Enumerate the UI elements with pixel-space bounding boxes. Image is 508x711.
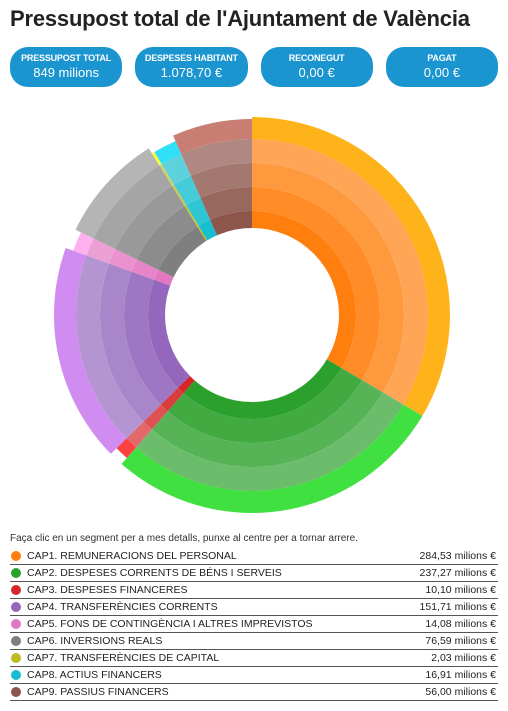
sunburst-segment[interactable] — [252, 187, 380, 381]
sunburst-outer-segment[interactable] — [151, 151, 162, 166]
legend-label: CAP1. REMUNERACIONS DEL PERSONAL — [27, 550, 237, 562]
stat-label: DESPESES HABITANT — [144, 53, 238, 64]
legend-color-dot — [11, 687, 21, 697]
sunburst-segment[interactable] — [252, 211, 356, 368]
sunburst-segment[interactable] — [171, 184, 187, 207]
sunburst-segment[interactable] — [200, 187, 252, 220]
legend-item[interactable]: CAP2. DESPESES CORRENTS DE BÉNS I SERVEI… — [10, 565, 498, 582]
legend-color-dot — [11, 551, 21, 561]
legend-item[interactable]: CAP3. DESPESES FINANCERES 10,10 milions € — [10, 582, 498, 599]
legend-value: 151,71 milions € — [419, 601, 496, 613]
sunburst-outer-segment[interactable] — [154, 141, 182, 164]
sunburst-segment[interactable] — [158, 226, 210, 281]
legend-item[interactable]: CAP4. TRANSFERÈNCIES CORRENTS 151,71 mili… — [10, 599, 498, 616]
legend-color-dot — [11, 653, 21, 663]
legend-label: CAP8. ACTIUS FINANCERS — [27, 669, 162, 681]
center-reset-area[interactable] — [165, 228, 339, 402]
sunburst-segment[interactable] — [183, 355, 342, 419]
sunburst-segment[interactable] — [184, 205, 199, 227]
chart-segments — [53, 117, 450, 513]
sunburst-chart — [0, 100, 508, 520]
sunburst-segment[interactable] — [252, 139, 429, 405]
legend-item[interactable]: CAP1. REMUNERACIONS DEL PERSONAL 284,53 m… — [10, 548, 498, 565]
legend-item[interactable]: CAP7. TRANSFERÈNCIES DE CAPITAL 2,03 mili… — [10, 650, 498, 667]
page-title: Pressupost total de l'Ajuntament de Valè… — [10, 6, 470, 31]
legend-label: CAP2. DESPESES CORRENTS DE BÉNS I SERVEI… — [27, 567, 282, 579]
legend-label: CAP6. INVERSIONS REALS — [27, 635, 163, 647]
sunburst-segment[interactable] — [115, 185, 185, 260]
sunburst-segment[interactable] — [167, 367, 363, 443]
legend-color-dot — [11, 568, 21, 578]
stat-per-inhabitant: DESPESES HABITANT 1.078,70 € — [135, 47, 248, 87]
legend-value: 14,08 milions € — [425, 618, 496, 630]
stat-value: 1.078,70 € — [160, 64, 223, 80]
legend-value: 2,03 milions € — [431, 652, 496, 664]
sunburst-outer-segment[interactable] — [116, 438, 137, 458]
legend-color-dot — [11, 670, 21, 680]
sunburst-segment[interactable] — [160, 387, 184, 412]
legend-value: 56,00 milions € — [425, 686, 496, 698]
legend-label: CAP9. PASSIUS FINANCERS — [27, 686, 169, 698]
sunburst-segment[interactable] — [124, 271, 178, 405]
sunburst-segment[interactable] — [161, 153, 191, 185]
chart-hint: Faça clic en un segment per a mes detall… — [10, 533, 358, 544]
sunburst-segment[interactable] — [151, 380, 383, 467]
sunburst-outer-segment[interactable] — [252, 117, 450, 416]
legend-value: 10,10 milions € — [425, 584, 496, 596]
stat-value: 849 milions — [33, 64, 99, 80]
sunburst-outer-segment[interactable] — [121, 404, 423, 513]
legend-color-dot — [11, 636, 21, 646]
legend-label: CAP3. DESPESES FINANCERES — [27, 584, 188, 596]
legend: CAP1. REMUNERACIONS DEL PERSONAL 284,53 m… — [10, 548, 498, 701]
sunburst-segment[interactable] — [86, 238, 116, 264]
stat-value: 0,00 € — [423, 64, 460, 80]
legend-label: CAP4. TRANSFERÈNCIES CORRENTS — [27, 601, 218, 613]
stat-total-budget: PRESSUPOST TOTAL 849 milions — [10, 47, 123, 87]
legend-item[interactable]: CAP5. FONS DE CONTINGÈNCIA I ALTRES IMPR… — [10, 616, 498, 633]
sunburst-segment[interactable] — [136, 392, 404, 491]
legend-value: 76,59 milions € — [425, 635, 496, 647]
sunburst-segment[interactable] — [131, 259, 159, 280]
sunburst-segment[interactable] — [186, 197, 211, 226]
sunburst-segment[interactable] — [93, 165, 172, 249]
legend-label: CAP7. TRANSFERÈNCIES DE CAPITAL — [27, 652, 220, 664]
stat-paid: PAGAT 0,00 € — [385, 47, 498, 87]
stat-label: PRESSUPOST TOTAL — [21, 53, 112, 64]
sunburst-outer-segment[interactable] — [173, 119, 252, 154]
legend-item[interactable]: CAP6. INVERSIONS REALS 76,59 milions € — [10, 633, 498, 650]
sunburst-segment[interactable] — [173, 175, 201, 206]
sunburst-segment[interactable] — [100, 263, 161, 422]
sunburst-outer-segment[interactable] — [75, 148, 160, 239]
sunburst-segment[interactable] — [126, 421, 152, 448]
sunburst-segment[interactable] — [108, 248, 137, 272]
stats-bar: PRESSUPOST TOTAL 849 milions DESPESES HA… — [10, 47, 498, 87]
stat-label: PAGAT — [427, 53, 457, 64]
legend-value: 237,27 milions € — [419, 567, 496, 579]
legend-color-dot — [11, 619, 21, 629]
sunburst-segment[interactable] — [76, 255, 144, 439]
legend-label: CAP5. FONS DE CONTINGÈNCIA I ALTRES IMPR… — [27, 618, 313, 630]
legend-value: 16,91 milions € — [425, 669, 496, 681]
sunburst-segment[interactable] — [159, 163, 174, 186]
sunburst-outer-segment[interactable] — [53, 247, 127, 454]
legend-color-dot — [11, 585, 21, 595]
sunburst-segment[interactable] — [143, 404, 168, 430]
legend-item[interactable]: CAP9. PASSIUS FINANCERS 56,00 milions € — [10, 684, 498, 701]
stat-label: RECONEGUT — [288, 53, 345, 64]
stat-recognized: RECONEGUT 0,00 € — [260, 47, 373, 87]
sunburst-segment[interactable] — [252, 163, 404, 393]
legend-color-dot — [11, 602, 21, 612]
stat-value: 0,00 € — [298, 64, 335, 80]
legend-value: 284,53 milions € — [419, 550, 496, 562]
legend-item[interactable]: CAP8. ACTIUS FINANCERS 16,91 milions € — [10, 667, 498, 684]
sunburst-outer-segment[interactable] — [73, 232, 94, 256]
sunburst-segment[interactable] — [181, 139, 252, 176]
sunburst-segment[interactable] — [190, 163, 252, 198]
sunburst-segment[interactable] — [136, 206, 198, 270]
sunburst-svg — [53, 117, 450, 513]
